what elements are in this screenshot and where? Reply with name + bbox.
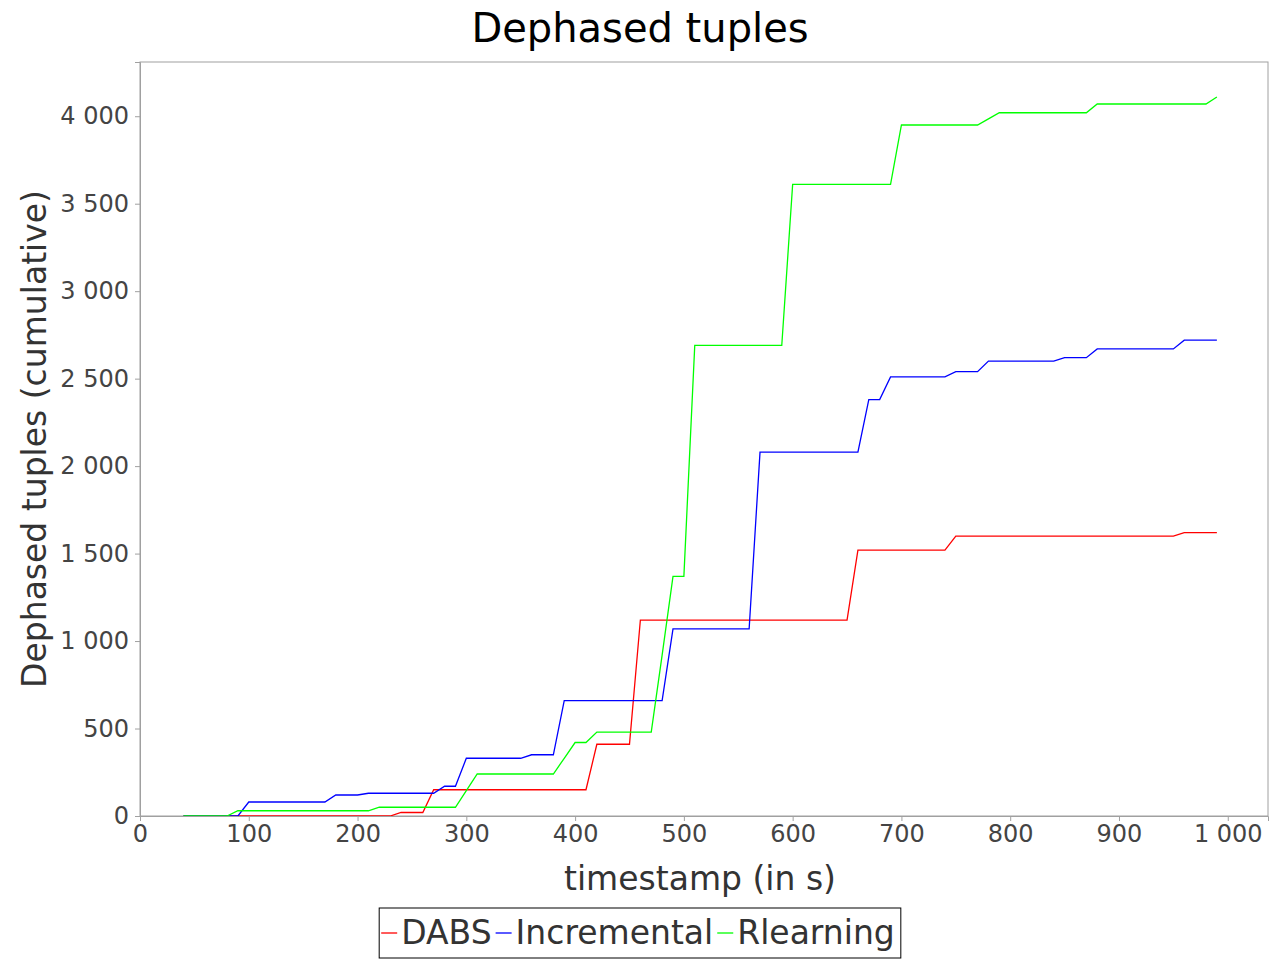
x-tick-label: 700 [879, 820, 925, 848]
y-tick-mark [135, 291, 140, 292]
y-axis-title: Dephased tuples (cumulative) [15, 190, 54, 688]
x-tick: 0 [133, 816, 148, 848]
legend-box [379, 908, 901, 958]
x-tick-label: 400 [553, 820, 599, 848]
y-tick: 1 000 [60, 627, 140, 655]
x-tick-label: 900 [1097, 820, 1143, 848]
x-tick: 300 [444, 816, 490, 848]
x-tick-label: 1 000 [1194, 820, 1263, 848]
y-tick-mark [135, 816, 140, 817]
legend-label: Rlearning [737, 913, 895, 952]
y-tick-label: 4 000 [60, 102, 129, 130]
y-tick-label: 3 500 [60, 190, 129, 218]
series-line [184, 340, 1217, 816]
x-tick-label: 500 [661, 820, 707, 848]
legend-swatch [717, 932, 733, 933]
x-axis: 0 100 200 300 400 500 600 700 800 900 1 000 [133, 816, 1269, 848]
y-tick-label: 2 000 [60, 452, 129, 480]
x-tick: 900 [1097, 816, 1143, 848]
y-tick-label: 3 000 [60, 277, 129, 305]
title: Dephased tuples [471, 5, 808, 51]
x-tick-label: 600 [770, 820, 816, 848]
y-tick-mark [135, 554, 140, 555]
y-tick-mark [135, 729, 140, 730]
x-tick-label: 100 [226, 820, 272, 848]
y-axis-line [135, 63, 141, 817]
y-tick-mark [135, 379, 140, 380]
chart: 0 100 200 300 400 500 600 700 800 900 1 000 0 500 1 0… [0, 0, 1280, 960]
y-tick-label: 1 000 [60, 627, 129, 655]
x-tick: 400 [553, 816, 599, 848]
y-tick: 2 500 [60, 365, 140, 393]
legend: DABS Incremental Rlearning [379, 908, 901, 958]
x-tick: 800 [988, 816, 1034, 848]
plot-frame [140, 62, 1268, 816]
x-tick-label: 0 [133, 820, 148, 848]
legend-label: Incremental [516, 913, 714, 952]
y-tick: 2 000 [60, 452, 140, 480]
x-tick: 700 [879, 816, 925, 848]
x-tick-label: 200 [335, 820, 381, 848]
x-tick: 200 [335, 816, 381, 848]
legend-swatch [496, 932, 512, 933]
legend-item: Rlearning [717, 913, 895, 952]
series-line [184, 533, 1217, 816]
y-tick-mark [135, 466, 140, 467]
y-tick-label: 1 500 [60, 540, 129, 568]
y-tick-label: 2 500 [60, 365, 129, 393]
legend-label: DABS [401, 913, 491, 952]
x-tick: 100 [226, 816, 272, 848]
y-tick: 3 500 [60, 190, 140, 218]
y-tick-mark [135, 641, 140, 642]
x-tick-label: 300 [444, 820, 490, 848]
x-tick: 1 000 [1194, 816, 1263, 848]
x-tick: 600 [770, 816, 816, 848]
legend-swatch [381, 932, 397, 933]
legend-item: Incremental [496, 913, 714, 952]
y-tick: 3 000 [60, 277, 140, 305]
y-tick: 1 500 [60, 540, 140, 568]
y-tick: 4 000 [60, 102, 140, 130]
y-tick-label: 500 [83, 715, 129, 743]
legend-item: DABS [381, 913, 491, 952]
x-axis-title: timestamp (in s) [564, 859, 836, 898]
y-tick-mark [135, 204, 140, 205]
series-line [184, 97, 1217, 816]
x-tick-label: 800 [988, 820, 1034, 848]
y-tick: 0 [114, 802, 140, 830]
y-axis: 0 500 1 000 1 500 2 000 2 500 3 000 3 500 4 000 [60, 63, 140, 831]
y-tick-label: 0 [114, 802, 129, 830]
series-group [184, 97, 1217, 816]
y-tick-mark [135, 116, 140, 117]
x-tick: 500 [661, 816, 707, 848]
plot: 0 100 200 300 400 500 600 700 800 900 1 000 0 500 1 0… [60, 62, 1268, 848]
y-tick: 500 [83, 715, 140, 743]
